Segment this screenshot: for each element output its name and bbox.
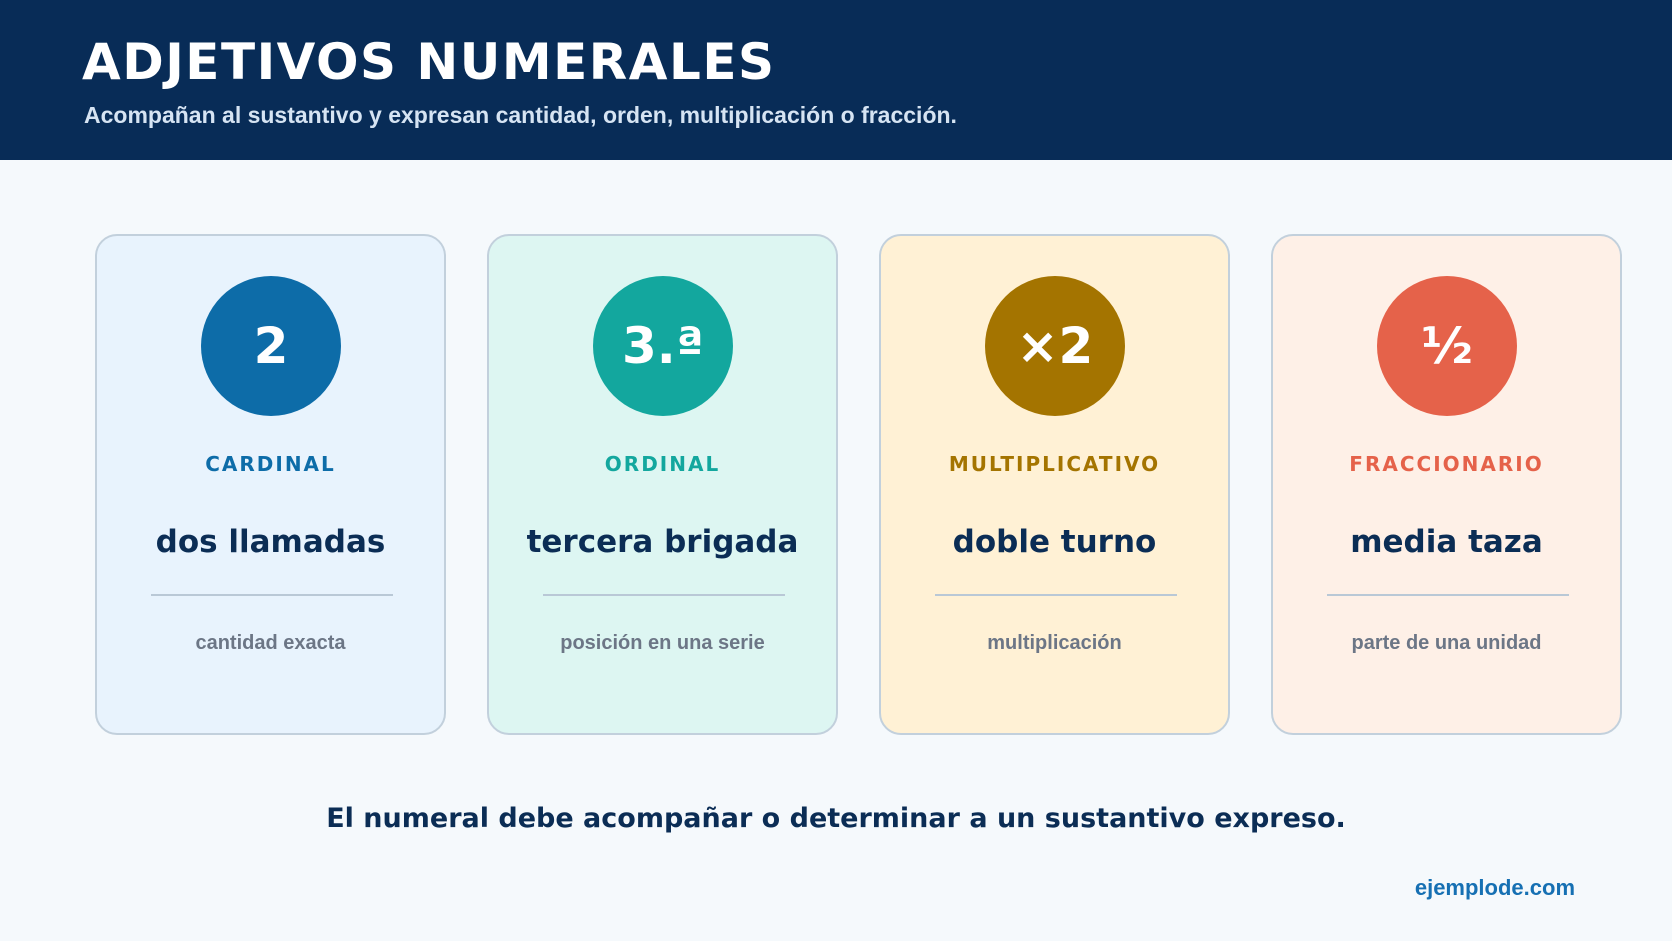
- number-badge: 2: [201, 276, 341, 416]
- card-ordinal: 3.ª ORDINAL tercera brigada posición en …: [487, 234, 838, 735]
- number-badge: ½: [1377, 276, 1517, 416]
- category-description: parte de una unidad: [1351, 632, 1542, 654]
- footer-note: El numeral debe acompañar o determinar a…: [326, 803, 1346, 834]
- number-badge: 3.ª: [593, 276, 733, 416]
- example-phrase: tercera brigada: [526, 524, 799, 560]
- card-fraccionario: ½ FRACCIONARIO media taza parte de una u…: [1271, 234, 1622, 735]
- number-badge: ×2: [985, 276, 1125, 416]
- example-phrase: doble turno: [952, 524, 1157, 560]
- card-cardinal: 2 CARDINAL dos llamadas cantidad exacta: [95, 234, 446, 735]
- source-credit: ejemplode.com: [1414, 875, 1575, 900]
- category-description: cantidad exacta: [195, 632, 346, 654]
- category-label: MULTIPLICATIVO: [948, 452, 1161, 476]
- divider: [151, 594, 393, 596]
- header-banner: ADJETIVOS NUMERALES Acompañan al sustant…: [0, 0, 1672, 160]
- category-label: CARDINAL: [205, 452, 336, 476]
- category-description: multiplicación: [987, 632, 1122, 654]
- example-phrase: dos llamadas: [155, 524, 386, 560]
- divider: [935, 594, 1177, 596]
- category-description: posición en una serie: [560, 632, 765, 654]
- example-phrase: media taza: [1350, 524, 1543, 560]
- page-subtitle: Acompañan al sustantivo y expresan canti…: [84, 102, 957, 128]
- card-multiplicativo: ×2 MULTIPLICATIVO doble turno multiplica…: [879, 234, 1230, 735]
- divider: [543, 594, 785, 596]
- category-label: FRACCIONARIO: [1349, 452, 1544, 476]
- page-title: ADJETIVOS NUMERALES: [82, 33, 776, 91]
- category-label: ORDINAL: [604, 452, 721, 476]
- divider: [1327, 594, 1569, 596]
